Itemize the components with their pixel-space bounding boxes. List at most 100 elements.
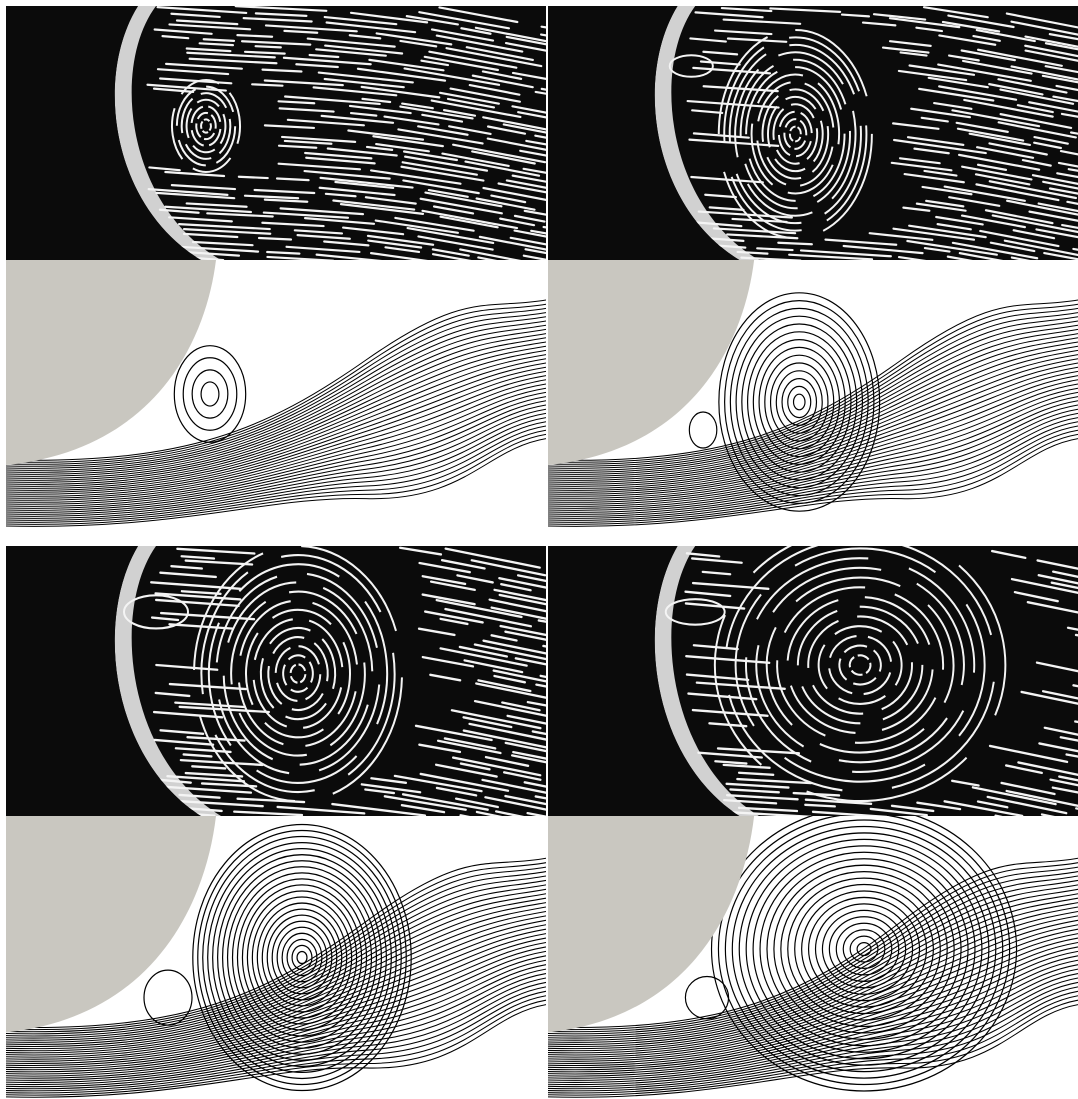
streak-line [315,253,383,260]
streak-line [1005,789,1078,807]
streak-line [691,708,769,717]
streamline [6,316,546,469]
streamline [6,986,546,1090]
vortex-arc [175,88,197,126]
streak-line [482,116,546,131]
streak-line [902,206,931,212]
streamline [6,919,546,1058]
streamline [548,400,1078,509]
contour-line [724,819,1004,1079]
streak-line [694,11,764,19]
vortex-arc [259,657,275,709]
contour-line [207,841,397,1074]
streak-line [277,100,316,105]
vortex-arc [806,128,819,160]
streak-line [1003,239,1078,257]
vortex-arc [272,636,305,655]
vortex-arc [299,674,307,684]
streak-line [1024,35,1078,48]
streak-line [421,209,519,230]
streak-line [685,552,721,558]
streak-line [523,781,546,788]
streamline [6,862,546,1031]
vortex-arc [774,158,806,173]
streak-line [937,63,1032,82]
streak-line [897,255,927,260]
streamline [548,986,1078,1090]
streak-line [897,69,968,82]
streak-line [1028,210,1078,222]
vortex-arc [958,564,1007,716]
streak-line [398,546,443,556]
streak-line [688,138,780,148]
streak-line [424,191,503,208]
vortex-arc [228,92,241,144]
contour-line [807,896,921,1002]
streak-line [432,205,475,215]
streak-line [482,186,546,202]
vortex-arc [288,590,358,635]
contour-line [221,860,383,1055]
streamline [6,391,546,505]
streak-line [961,165,1033,181]
contour-line [197,829,407,1086]
streak-line [448,125,492,136]
streak-line [370,777,408,785]
streak-line [153,738,215,746]
vortex-arc [203,118,211,122]
secondary-vortex-ring [664,598,726,626]
streak-line [513,229,546,238]
streamline [548,429,1078,523]
vortex-arc [723,171,796,240]
streak-line [419,772,510,792]
streamline [6,412,546,515]
streak-line [182,753,213,758]
vortex-arc [750,123,774,186]
streak-line [948,54,980,62]
vortex-arc [811,125,830,173]
streak-line [431,248,470,257]
streak-line [692,66,772,75]
streak-line [482,639,546,655]
streak-line [1021,158,1052,167]
contour-line [256,902,348,1013]
streak-line [888,17,961,29]
streak-line [367,239,423,249]
streak-line [1048,187,1078,195]
streamline [548,968,1078,1081]
cylinder-shadow [6,6,201,260]
photo-panel-bottom-left [6,546,546,816]
streak-line [997,78,1068,94]
streamline [548,324,1078,473]
streak-line [976,800,1009,809]
streamline [548,299,1078,461]
vortex-arc [308,619,344,668]
vortex-arc [828,668,853,695]
streamline [6,433,546,525]
streak-line [399,105,474,120]
streak-line [490,606,546,620]
vortex-arc [200,571,249,695]
streamline [6,408,546,513]
streamline [548,375,1078,497]
streak-line [331,802,427,816]
streak-line [490,634,518,642]
contour-line [752,338,846,466]
vortex-arc [195,123,202,138]
vortex-arc [298,645,320,665]
vortex-arc [778,51,844,85]
streak-line [185,202,248,208]
streak-line [908,224,987,239]
streak-line [261,221,325,228]
streak-line [722,763,771,769]
streamline [6,879,546,1039]
vortex-arc [778,110,795,128]
vortex-arc [786,599,839,661]
streak-line [1000,781,1056,796]
streak-line [505,179,546,189]
vortex-arc [264,721,324,739]
vortex-arc [321,638,337,690]
streak-line [428,50,518,69]
streak-line [283,139,333,145]
streamline [6,906,546,1052]
